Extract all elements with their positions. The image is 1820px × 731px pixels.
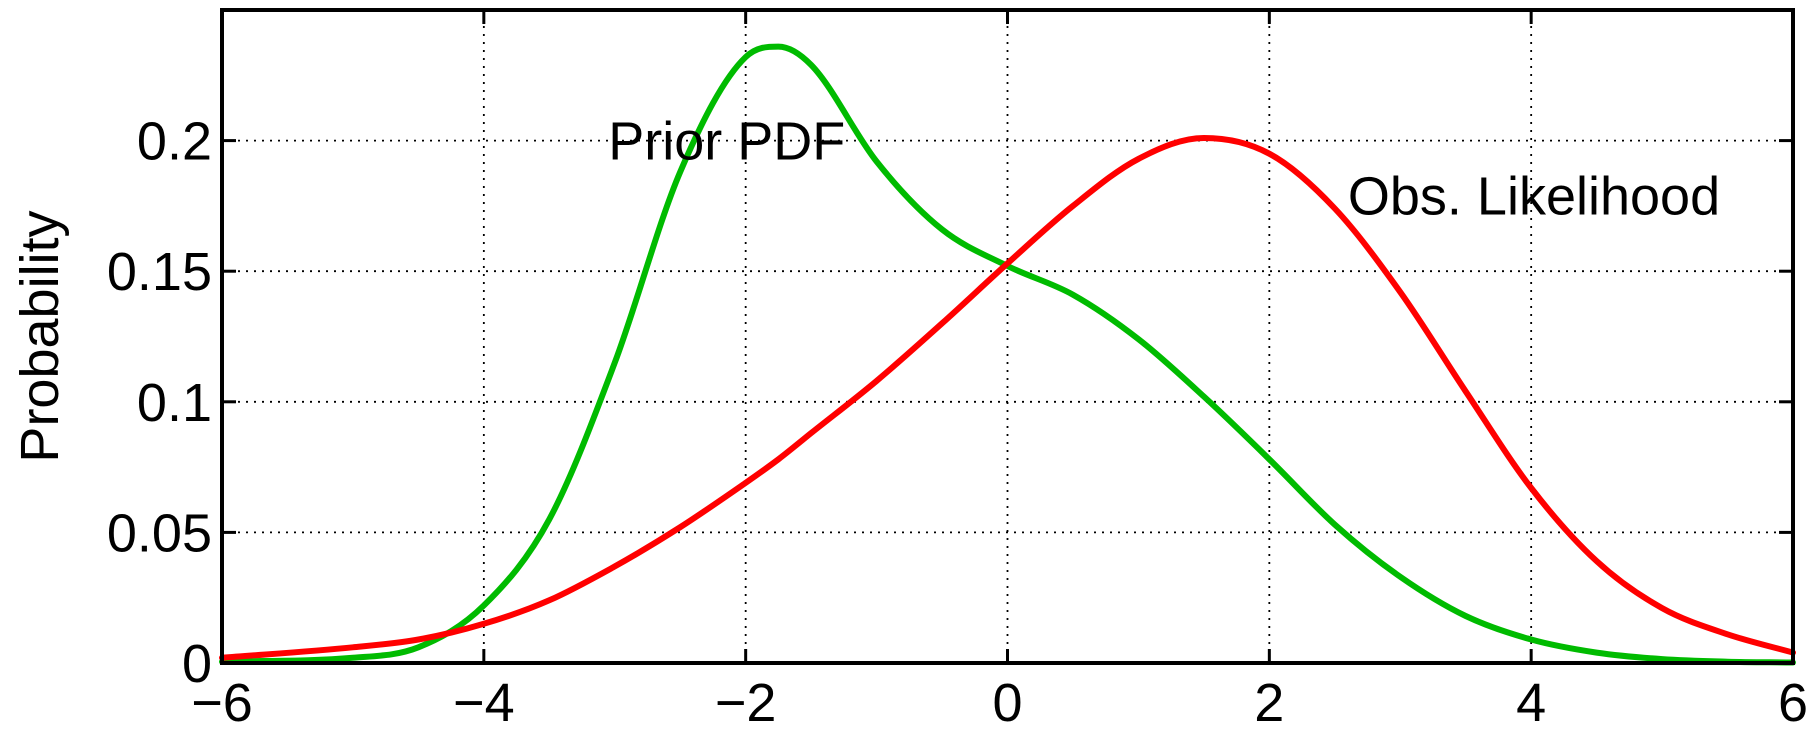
x-tick-label: 2	[1254, 673, 1284, 731]
x-tick-label: −2	[715, 673, 777, 731]
y-tick-label: 0	[182, 634, 212, 694]
y-tick-label: 0.2	[137, 112, 212, 172]
axis-ticks: −6 −4 −2 0 2 4 6 0 0.05 0.1 0.15 0.2	[107, 10, 1808, 731]
annotations: Prior PDF Obs. Likelihood	[608, 112, 1720, 227]
series-line-obs-likelihood	[219, 135, 1796, 661]
y-axis-label: Probability	[10, 210, 70, 462]
annotation-label: Prior PDF	[608, 112, 845, 172]
y-tick-label: 0.15	[107, 242, 212, 302]
grid	[222, 10, 1793, 663]
x-tick-label: 4	[1516, 673, 1546, 731]
x-tick-label: 6	[1778, 673, 1808, 731]
x-tick-label: −6	[191, 673, 253, 731]
y-tick-label: 0.05	[107, 503, 212, 563]
x-tick-label: −4	[453, 673, 515, 731]
series-lines	[219, 43, 1796, 666]
y-tick-label: 0.1	[137, 373, 212, 433]
annotation-label: Obs. Likelihood	[1348, 166, 1720, 226]
series-line-prior-pdf	[219, 43, 1796, 666]
x-tick-label: 0	[992, 673, 1022, 731]
